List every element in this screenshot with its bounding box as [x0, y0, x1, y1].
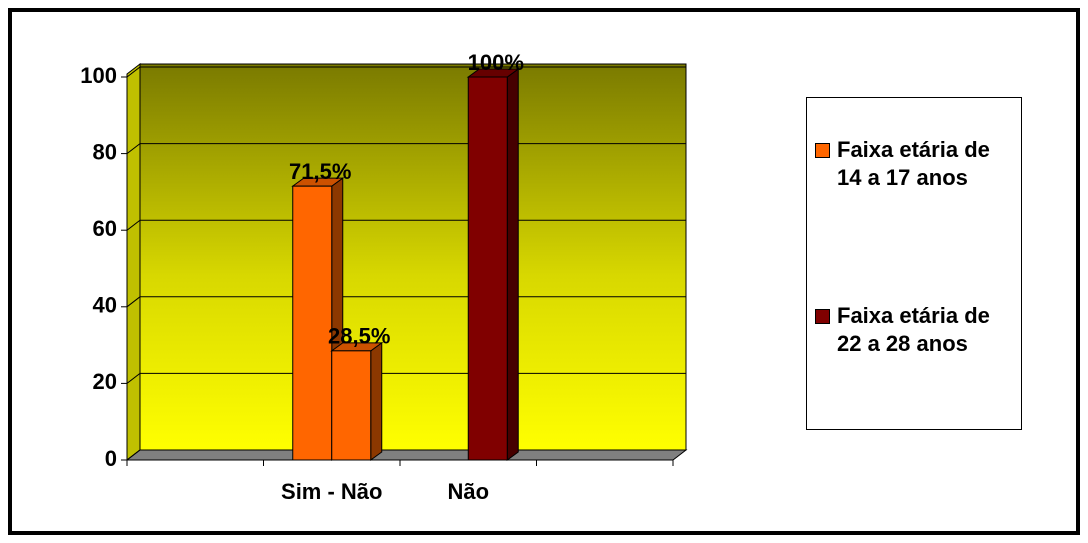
legend-label: Faixa etária de 14 a 17 anos	[837, 137, 990, 190]
bar	[292, 185, 333, 461]
y-tick-label: 100	[80, 63, 117, 88]
y-tick-label: 20	[93, 369, 117, 394]
y-tick-label: 40	[93, 293, 117, 318]
value-label: 71,5%	[289, 159, 351, 184]
bar	[331, 350, 372, 461]
legend-swatch	[815, 309, 830, 324]
legend-swatch	[815, 143, 830, 158]
floor	[125, 449, 688, 461]
grid-line	[126, 66, 686, 78]
value-label: 100%	[468, 50, 524, 75]
bar-side	[506, 68, 519, 461]
x-tick-label: Sim - Não	[281, 479, 382, 504]
legend: Faixa etária de 14 a 17 anos Faixa etária…	[806, 97, 1022, 430]
legend-label: Faixa etária de 22 a 28 anos	[837, 303, 990, 356]
frame	[8, 8, 1080, 535]
bar	[467, 76, 508, 461]
bar-side	[370, 341, 383, 461]
side-wall	[126, 62, 141, 462]
y-tick-label: 80	[93, 139, 117, 164]
x-tick-label: Não	[447, 479, 489, 504]
legend-entry: Faixa etária de 14 a 17 anos	[815, 136, 1007, 192]
y-tick-label: 0	[105, 446, 117, 471]
back-wall	[139, 63, 687, 451]
value-label: 28,5%	[328, 324, 390, 349]
legend-entry: Faixa etária de 22 a 28 anos	[815, 302, 1007, 358]
y-tick-label: 60	[93, 216, 117, 241]
